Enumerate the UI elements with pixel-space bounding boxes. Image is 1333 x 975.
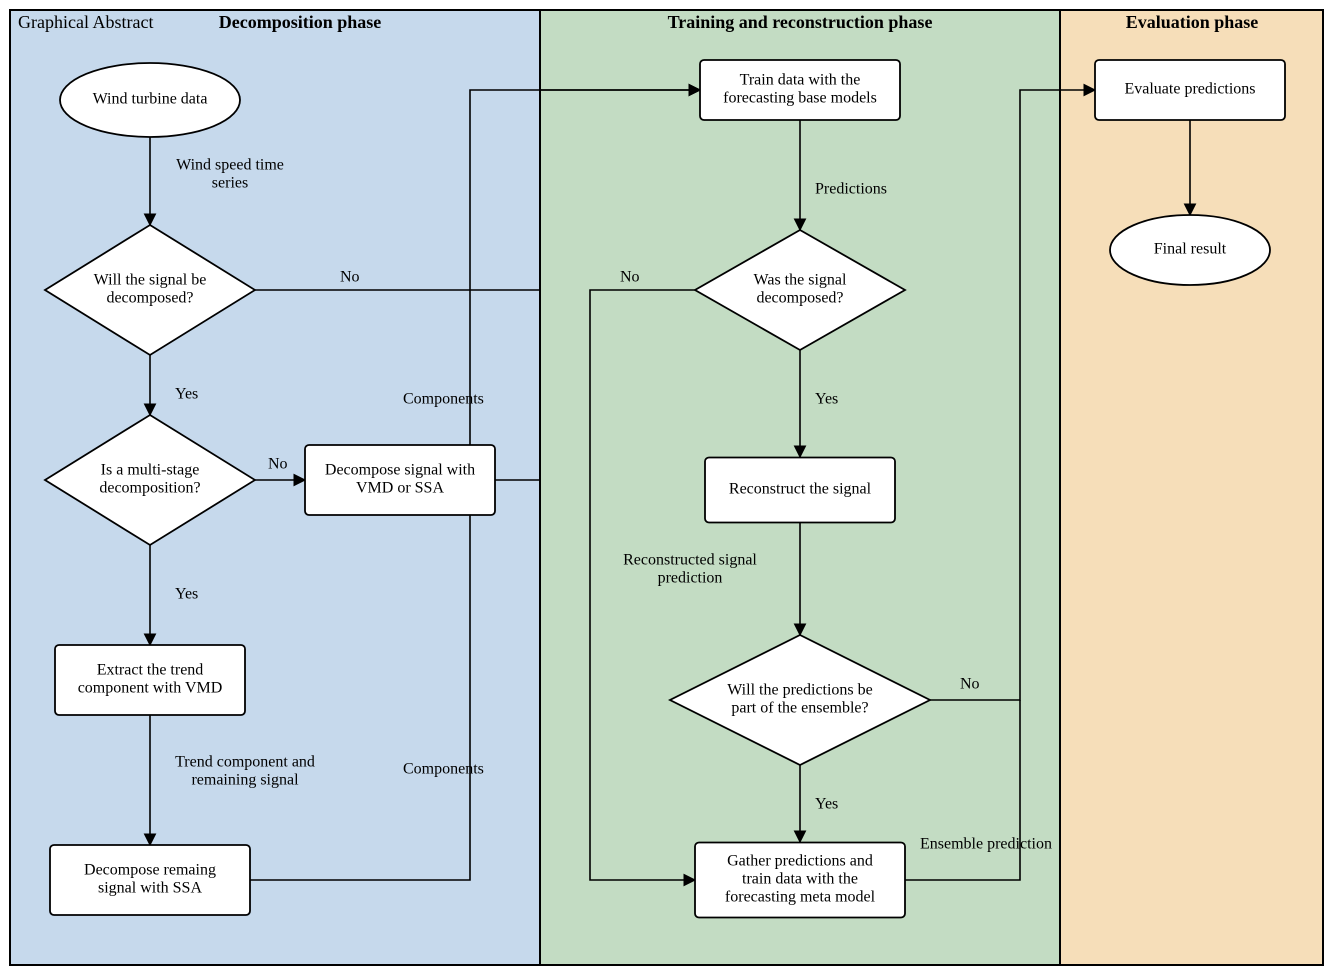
phase-bg-eval: [1060, 10, 1323, 965]
node-text-n7-1: decomposed?: [756, 290, 843, 307]
phase-title-train: Training and reconstruction phase: [668, 12, 933, 32]
node-text-n2-1: decomposition?: [99, 480, 200, 497]
edge-label-14-0: No: [960, 676, 980, 693]
edge-label-2-0: No: [340, 269, 360, 286]
node-text-n10-0: Gather predictions and: [727, 853, 873, 870]
edge-label-5-1: remaining signal: [191, 772, 299, 789]
node-text-n1-0: Will the signal be: [94, 272, 207, 289]
edge-label-9-0: Predictions: [815, 181, 887, 198]
node-text-n5-0: Decompose remaing: [84, 862, 216, 879]
phase-title-eval: Evaluation phase: [1126, 12, 1259, 32]
phase-title-decomp: Decomposition phase: [219, 12, 382, 32]
edge-label-5-0: Trend component and: [175, 754, 315, 771]
edge-label-11-0: No: [620, 269, 640, 286]
edge-label-3-0: Yes: [175, 586, 198, 603]
node-text-n3-0: Decompose signal with: [325, 462, 475, 479]
node-text-n9-0: Will the predictions be: [727, 682, 873, 699]
edge-label-13-0: Yes: [815, 796, 838, 813]
node-text-n11-0: Evaluate predictions: [1124, 81, 1255, 98]
node-text-n4-0: Extract the trend: [97, 662, 204, 679]
edge-label-4-0: No: [268, 456, 288, 473]
graphical-abstract-label: Graphical Abstract: [18, 12, 153, 32]
edge-label-7-0: Components: [403, 391, 484, 408]
edge-label-6-0: Components: [403, 761, 484, 778]
edge-label-12-1: prediction: [658, 570, 723, 587]
edge-label-1-0: Yes: [175, 386, 198, 403]
node-text-n8-0: Reconstruct the signal: [729, 481, 872, 498]
node-text-n12-0: Final result: [1154, 241, 1227, 258]
edge-label-0-1: series: [212, 175, 248, 192]
flowchart-canvas: Decomposition phase Training and reconstr…: [0, 0, 1333, 975]
node-text-n10-2: forecasting meta model: [725, 889, 876, 906]
edge-label-12-0: Reconstructed signal: [623, 552, 757, 569]
node-text-n1-1: decomposed?: [106, 290, 193, 307]
node-text-n0-0: Wind turbine data: [93, 91, 208, 108]
node-text-n9-1: part of the ensemble?: [731, 700, 868, 717]
node-text-n5-1: signal with SSA: [98, 880, 202, 897]
node-text-n3-1: VMD or SSA: [356, 480, 444, 497]
edge-label-15-0: Ensemble prediction: [920, 836, 1052, 853]
node-text-n10-1: train data with the: [742, 871, 858, 888]
edge-label-0-0: Wind speed time: [176, 157, 284, 174]
node-text-n4-1: component with VMD: [78, 680, 223, 697]
node-text-n6-1: forecasting base models: [723, 90, 877, 107]
node-text-n6-0: Train data with the: [740, 72, 861, 89]
node-text-n2-0: Is a multi-stage: [101, 462, 200, 479]
edge-label-10-0: Yes: [815, 391, 838, 408]
node-text-n7-0: Was the signal: [754, 272, 847, 289]
